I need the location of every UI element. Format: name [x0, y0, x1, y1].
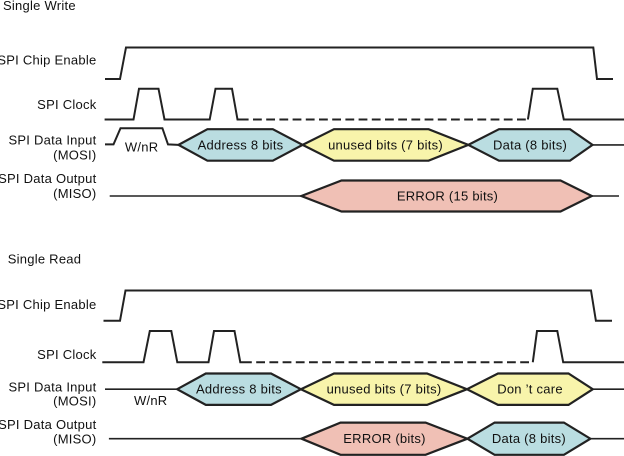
svg-text:W/nR: W/nR: [125, 139, 159, 154]
svg-text:Address 8 bits: Address 8 bits: [196, 382, 282, 397]
svg-text:SPI Chip Enable: SPI Chip Enable: [0, 297, 97, 312]
svg-text:Single Write: Single Write: [3, 0, 76, 13]
svg-text:W/nR: W/nR: [134, 393, 168, 408]
svg-text:Address 8 bits: Address 8 bits: [198, 137, 284, 152]
svg-text:Single Read: Single Read: [8, 252, 82, 267]
svg-text:SPI Data Output: SPI Data Output: [0, 417, 97, 432]
svg-text:unused bits (7 bits): unused bits (7 bits): [328, 137, 443, 152]
svg-text:Don ’t care: Don ’t care: [497, 382, 563, 397]
svg-text:(MOSI): (MOSI): [53, 148, 96, 163]
svg-text:SPI Data Input: SPI Data Input: [8, 380, 96, 395]
svg-text:SPI Clock: SPI Clock: [37, 97, 97, 112]
svg-text:SPI Data Input: SPI Data Input: [8, 133, 96, 148]
svg-text:Data (8 bits): Data (8 bits): [492, 431, 566, 446]
svg-text:(MISO): (MISO): [53, 432, 96, 447]
svg-text:Data (8 bits): Data (8 bits): [493, 137, 567, 152]
svg-text:(MOSI): (MOSI): [53, 394, 96, 409]
svg-text:unused bits (7 bits): unused bits (7 bits): [327, 382, 442, 397]
svg-text:(MISO): (MISO): [53, 186, 96, 201]
svg-text:SPI Chip Enable: SPI Chip Enable: [0, 52, 97, 67]
svg-text:SPI Clock: SPI Clock: [37, 347, 97, 362]
svg-text:SPI Data Output: SPI Data Output: [0, 171, 97, 186]
svg-text:ERROR (bits): ERROR (bits): [343, 431, 425, 446]
svg-text:ERROR (15 bits): ERROR (15 bits): [397, 189, 498, 204]
